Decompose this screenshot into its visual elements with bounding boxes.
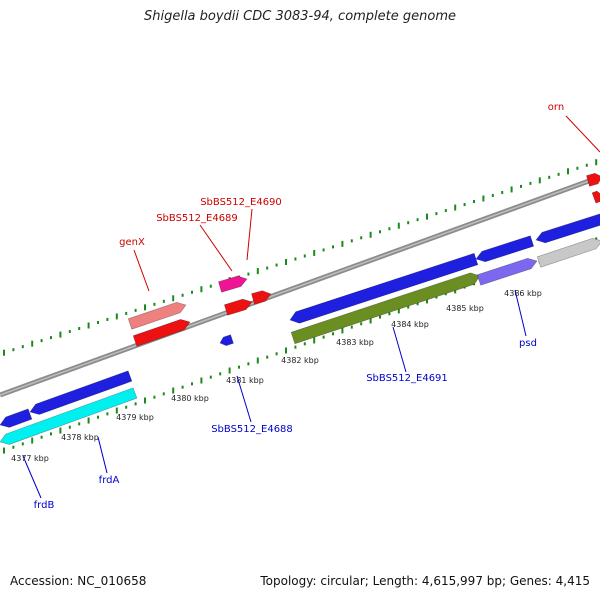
kbp-scale-label: 4377 kbp [11,454,49,463]
gene-leader-line [565,115,600,153]
kbp-scale-label: 4385 kbp [446,304,484,313]
gene-SbBS512_E4689-arrow [218,275,248,293]
gene-blue-right-arrow [535,213,600,244]
gene-blue-mid-arrow [475,235,535,263]
gene-blue-long-arrow [289,252,479,324]
gene-label-orn: orn [548,102,564,113]
gene-red-small-arrow [251,290,272,305]
map-title: Shigella boydii CDC 3083-94, complete ge… [143,9,457,24]
gene-cyan-arrow [0,387,138,445]
kbp-scale-label: 4380 kbp [171,394,209,403]
gene-psd-arrow [476,257,538,286]
gene-leader-line [97,436,108,474]
gene-label-frdB: frdB [34,500,55,511]
accession-text: Accession: NC_010658 [10,574,147,588]
genome-summary: Topology: circular; Length: 4,615,997 bp… [260,574,590,588]
gene-red-arrow [132,319,191,347]
kbp-scale-label: 4379 kbp [116,413,154,422]
gene-frdB-arrow [0,408,33,428]
gene-frdA-arrow [29,370,133,415]
gene-label-SbBS512_E4688: SbBS512_E4688 [211,424,293,435]
gene-orn-arrow [586,172,600,187]
kbp-scale-label: 4383 kbp [336,338,374,347]
gene-leader-line [199,224,233,272]
gene-SbBS512_E4691-arrow [290,272,481,345]
kbp-scale-label: 4381 kbp [226,376,264,385]
gene-leader-line [514,289,527,337]
gene-label-genX: genX [119,237,145,248]
genome-backbone-highlight [0,176,600,396]
gene-SbBS512_E4690-arrow [224,298,253,316]
genome-track: 4377 kbp 4378 kbp 4379 kbp 4380 kbp 4381 kbp… [0,102,600,511]
gene-leader-line [246,208,253,261]
gene-leader-line [392,326,407,373]
kbp-scale-label: 4384 kbp [391,320,429,329]
kbp-scale-label: 4386 kbp [504,289,542,298]
gene-label-SbBS512_E4689: SbBS512_E4689 [156,213,238,224]
gene-leader-line [22,455,42,499]
gene-label-SbBS512_E4691: SbBS512_E4691 [366,373,448,384]
gene-leader-line [133,249,150,292]
gene-label-SbBS512_E4690: SbBS512_E4690 [200,197,282,208]
gene-label-frdA: frdA [99,475,120,486]
gene-label-psd: psd [519,338,537,349]
kbp-scale-label: 4382 kbp [281,356,319,365]
gene-leader-line [236,375,252,423]
gene-SbBS512_E4688-arrow [219,334,234,346]
gene-red-edge-arrow [591,190,600,204]
gene-gray-arrow [536,237,600,268]
kbp-scale-label: 4378 kbp [61,433,99,442]
gene-genX-arrow [127,302,187,330]
